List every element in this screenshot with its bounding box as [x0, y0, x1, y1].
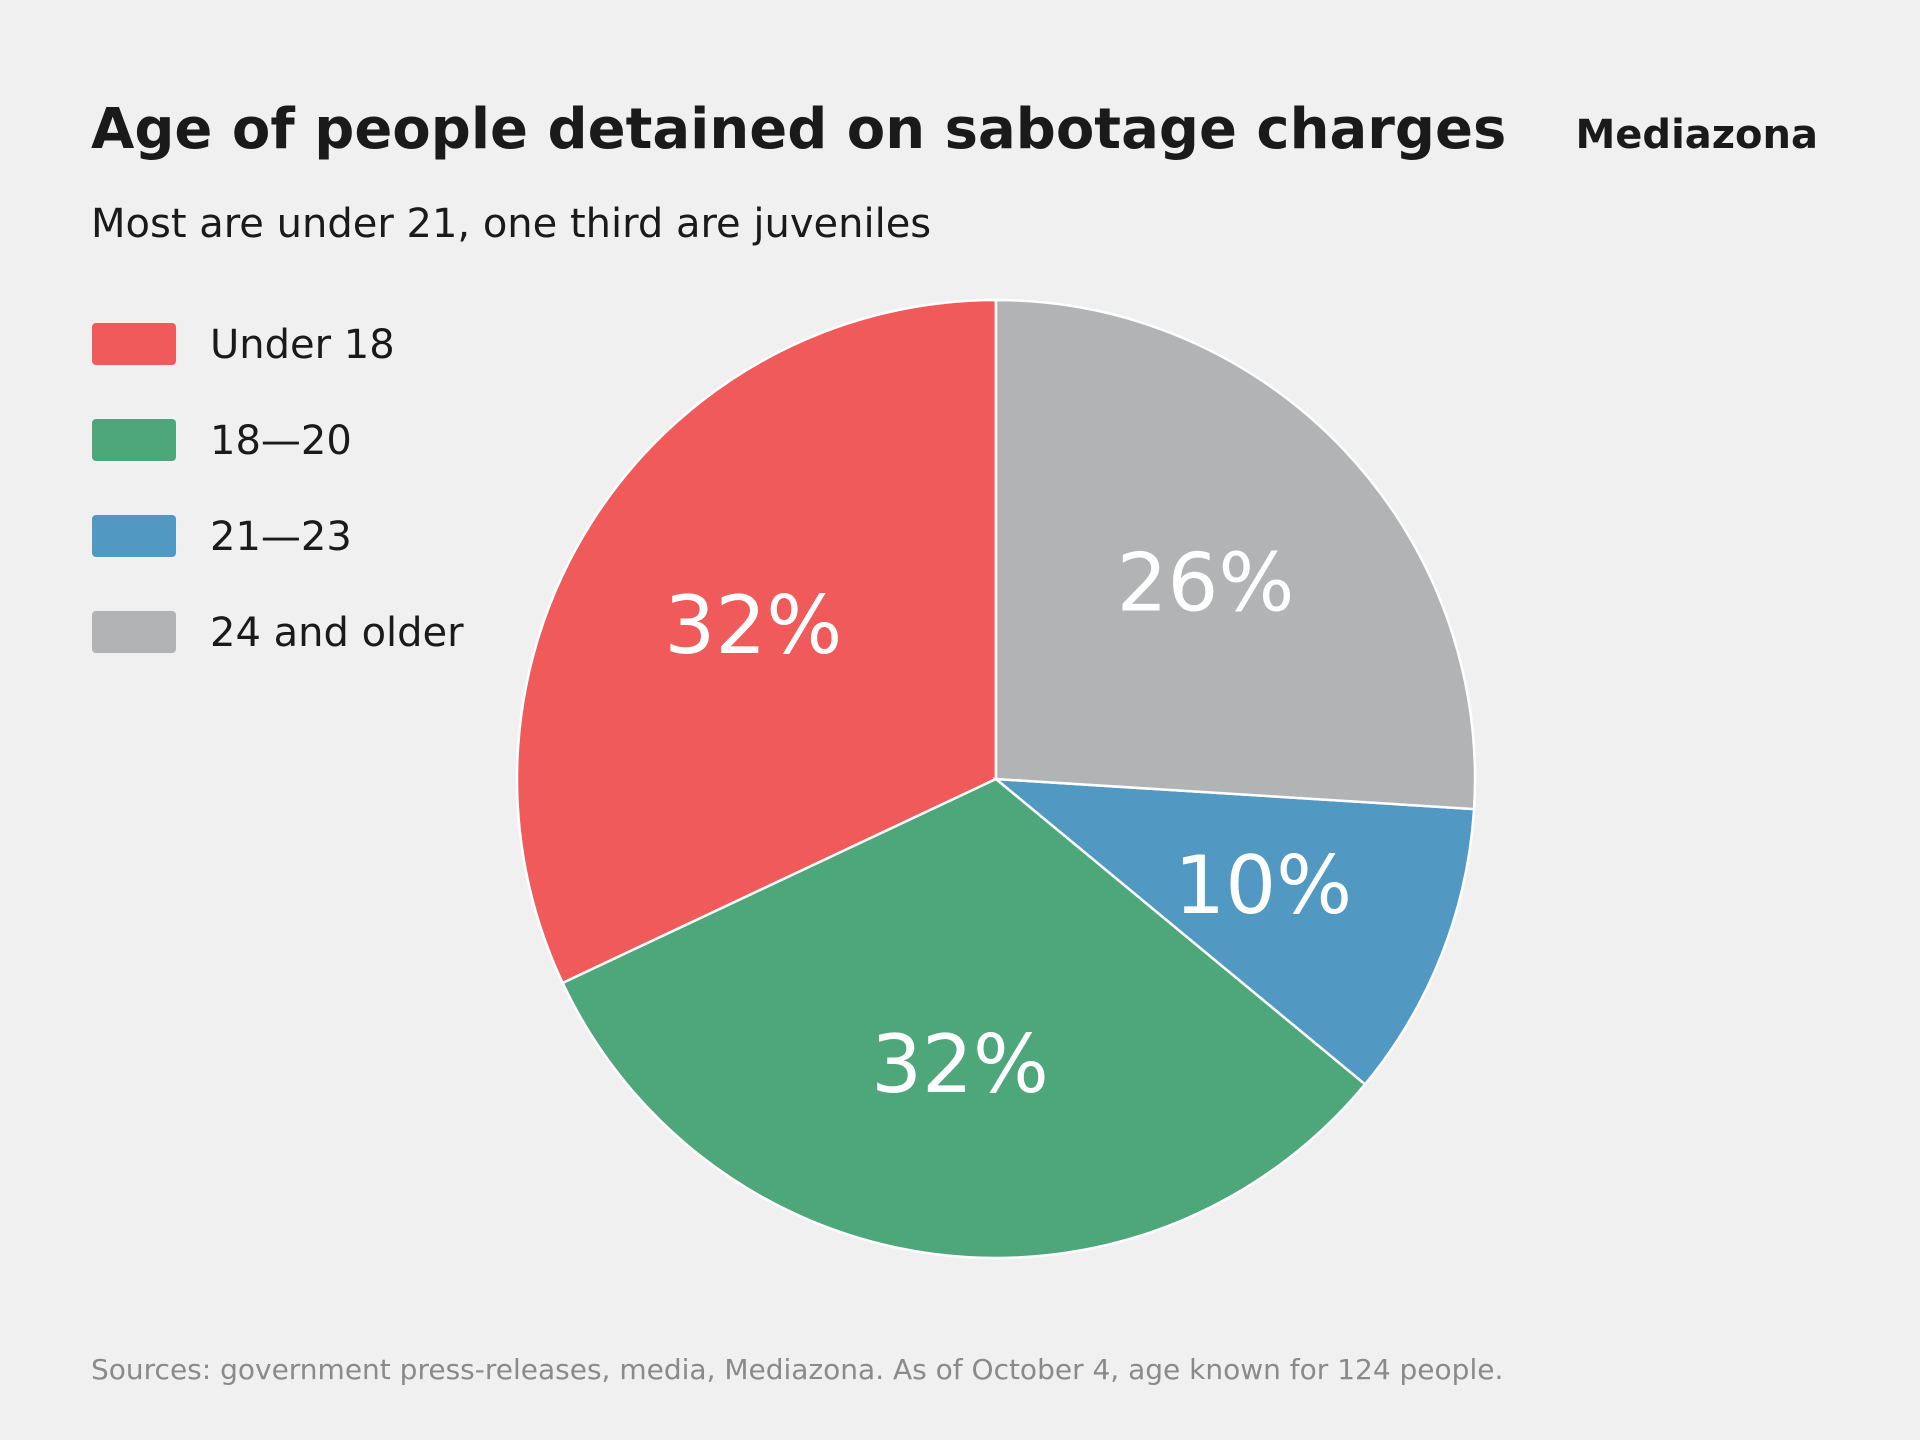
legend-swatch	[92, 323, 176, 365]
data-label: 10%	[1174, 839, 1352, 932]
legend-label: 21—23	[210, 514, 352, 560]
data-label: 32%	[871, 1018, 1049, 1111]
pie-slice	[515, 298, 998, 985]
brand: Mediazona	[1576, 112, 1819, 158]
pie-slice	[992, 777, 1476, 1087]
pie-slice	[994, 298, 1477, 811]
chart-subtitle: Most are under 21, one third are juvenil…	[91, 201, 931, 247]
data-label: 32%	[664, 579, 842, 672]
source-note: Sources: government press-releases, medi…	[91, 1353, 1503, 1386]
legend-label: 18—20	[210, 418, 352, 464]
legend-swatch	[92, 611, 176, 653]
legend-label: 24 and older	[210, 610, 464, 656]
legend-label: Under 18	[210, 322, 395, 368]
data-label: 26%	[1117, 536, 1295, 629]
legend-swatch	[92, 515, 176, 557]
legend-swatch	[92, 419, 176, 461]
chart-title: Age of people detained on sabotage charg…	[91, 97, 1506, 162]
pie-slice	[560, 777, 1367, 1260]
